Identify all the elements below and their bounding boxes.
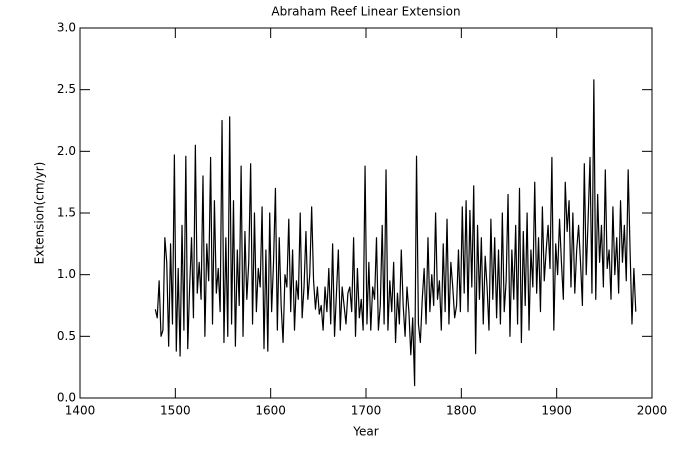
y-tick-label: 1.0 [57, 267, 76, 281]
y-tick-label: 3.0 [57, 21, 76, 35]
x-tick-label: 1800 [446, 404, 477, 418]
chart-title: Abraham Reef Linear Extension [271, 5, 460, 19]
y-tick-label: 1.5 [57, 206, 76, 220]
x-tick-label: 1500 [160, 404, 191, 418]
x-tick-label: 1400 [65, 404, 96, 418]
y-axis-label: Extension(cm/yr) [33, 162, 47, 265]
x-tick-label: 1600 [255, 404, 286, 418]
data-line [154, 79, 637, 387]
x-tick-label: 1900 [541, 404, 572, 418]
y-tick-label: 0.5 [57, 329, 76, 343]
x-tick-label: 2000 [637, 404, 668, 418]
y-tick-label: 0.0 [57, 391, 76, 405]
x-tick-label: 1700 [351, 404, 382, 418]
x-axis-label: Year [352, 425, 378, 439]
y-tick-label: 2.0 [57, 144, 76, 158]
y-tick-label: 2.5 [57, 82, 76, 96]
